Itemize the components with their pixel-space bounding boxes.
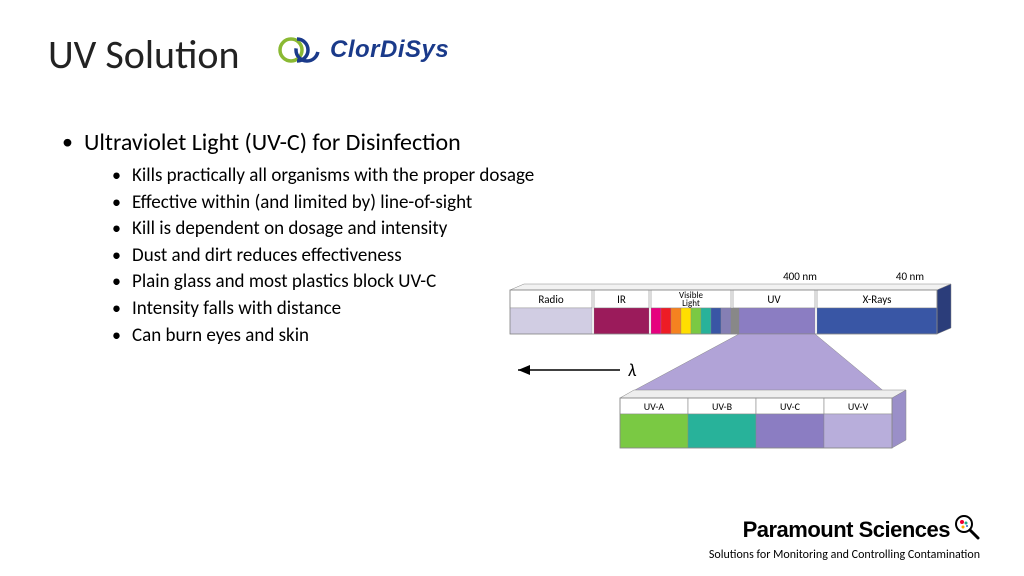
footer: Paramount Sciences Solutions for Monitor… xyxy=(709,514,980,562)
svg-text:400 nm: 400 nm xyxy=(783,270,817,283)
clordisys-logo-mark xyxy=(278,36,320,64)
footer-tagline: Solutions for Monitoring and Controlling… xyxy=(709,548,980,562)
svg-text:UV-C: UV-C xyxy=(780,400,801,413)
svg-text:IR: IR xyxy=(617,293,626,306)
clordisys-logo-text: ClorDiSys xyxy=(330,36,449,64)
svg-text:UV-A: UV-A xyxy=(644,400,665,413)
list-item: Effective within (and limited by) line-o… xyxy=(112,190,622,217)
svg-text:UV: UV xyxy=(767,293,781,306)
svg-text:UV-V: UV-V xyxy=(848,400,869,413)
list-item: Kills practically all organisms with the… xyxy=(112,163,622,190)
list-item: Kill is dependent on dosage and intensit… xyxy=(112,216,622,243)
magnifier-icon xyxy=(954,514,980,546)
list-item: Dust and dirt reduces effectiveness xyxy=(112,243,622,270)
clordisys-logo: ClorDiSys xyxy=(278,36,449,64)
paramount-logo-text: Paramount Sciences xyxy=(743,517,950,543)
svg-text:40 nm: 40 nm xyxy=(896,270,924,283)
spectrum-diagram: 400 nm40 nmRadioIRVisibleLightUVX-RaysλU… xyxy=(490,270,1010,490)
svg-text:Radio: Radio xyxy=(538,293,564,306)
svg-text:Light: Light xyxy=(682,298,700,309)
page-title: UV Solution xyxy=(48,30,239,79)
svg-text:λ: λ xyxy=(628,359,637,381)
svg-text:UV-B: UV-B xyxy=(712,400,733,413)
heading-bullet: Ultraviolet Light (UV-C) for Disinfectio… xyxy=(62,128,622,157)
paramount-logo: Paramount Sciences xyxy=(709,514,980,546)
svg-text:X-Rays: X-Rays xyxy=(863,293,892,306)
